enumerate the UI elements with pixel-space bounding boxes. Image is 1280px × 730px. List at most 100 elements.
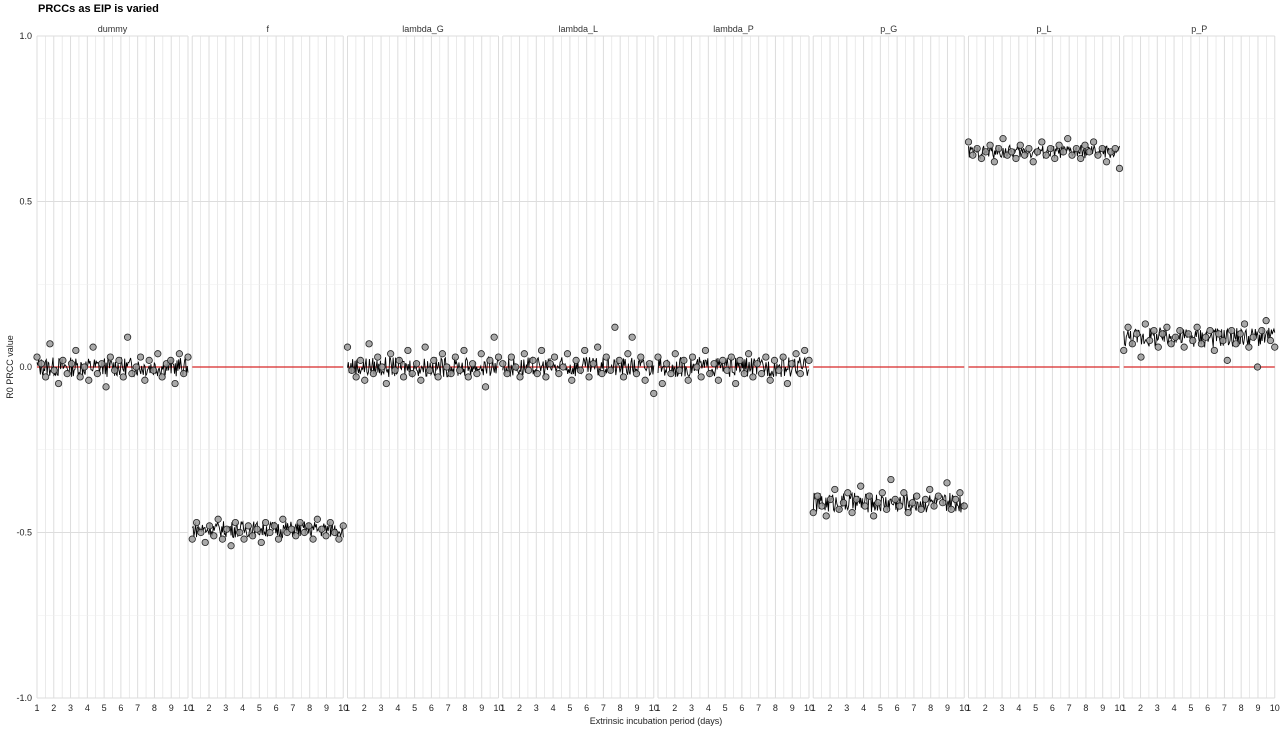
x-tick-label: 8 [928, 703, 933, 713]
data-point [249, 532, 257, 540]
data-point [680, 356, 688, 364]
data-point [1120, 346, 1128, 355]
x-tick-label: 2 [517, 703, 522, 713]
x-tick-label: 9 [169, 703, 174, 713]
data-point [887, 475, 895, 484]
data-point [960, 502, 968, 510]
data-point [67, 360, 76, 368]
data-point [796, 370, 804, 378]
data-point [1033, 148, 1042, 156]
data-point [210, 532, 218, 540]
x-tick-label: 9 [1100, 703, 1105, 713]
data-point [723, 366, 731, 374]
data-point [550, 353, 559, 361]
x-tick-label: 8 [773, 703, 778, 713]
x-tick-label: 8 [152, 703, 157, 713]
data-point [852, 495, 860, 503]
data-point [727, 353, 735, 361]
data-point [149, 366, 158, 374]
data-point [348, 366, 356, 374]
data-point [171, 379, 179, 388]
data-point [542, 373, 550, 381]
data-point [1085, 148, 1093, 156]
data-point [326, 518, 334, 527]
x-tick-label: 7 [1222, 703, 1227, 713]
data-point [1154, 343, 1162, 351]
data-point [503, 370, 511, 378]
x-tick-label: 3 [689, 703, 694, 713]
x-tick-label: 8 [307, 703, 312, 713]
x-tick-label: 5 [567, 703, 572, 713]
data-point [602, 353, 610, 361]
data-point [697, 373, 705, 381]
x-tick-label: 8 [1083, 703, 1088, 713]
data-point [719, 356, 727, 364]
data-point [335, 535, 343, 543]
x-tick-label: 1 [500, 703, 505, 713]
x-tick-label: 4 [861, 703, 866, 713]
data-point [1128, 340, 1136, 348]
data-point [37, 360, 45, 368]
x-tick-label: 10 [804, 703, 814, 713]
data-point [443, 363, 451, 371]
x-tick-label: 6 [429, 703, 434, 713]
data-point [684, 376, 692, 384]
data-point [1232, 340, 1240, 348]
data-point [973, 144, 981, 153]
data-point [417, 376, 425, 384]
data-point [654, 353, 662, 361]
data-point [977, 154, 986, 163]
data-point [89, 343, 97, 351]
data-point [1158, 330, 1167, 338]
data-point [559, 363, 567, 371]
data-point [900, 489, 908, 497]
chart-title: PRCCs as EIP is varied [38, 3, 159, 15]
data-point [356, 356, 365, 364]
data-point [801, 346, 809, 355]
x-tick-label: 6 [1205, 703, 1210, 713]
panel-title: dummy [98, 24, 128, 34]
data-point [624, 350, 632, 358]
data-point [1266, 336, 1275, 345]
data-point [322, 532, 330, 540]
x-tick-label: 4 [1172, 703, 1177, 713]
x-tick-label: 3 [844, 703, 849, 713]
data-point [1141, 320, 1149, 328]
data-point [693, 363, 701, 371]
data-point [1258, 326, 1266, 335]
data-point [106, 353, 114, 361]
data-point [197, 528, 205, 537]
x-tick-label: 3 [223, 703, 228, 713]
data-point [766, 376, 774, 384]
data-point [788, 360, 796, 368]
x-tick-label: 7 [446, 703, 451, 713]
data-point [287, 525, 296, 533]
data-point [512, 363, 520, 371]
data-point [982, 148, 990, 156]
data-point [102, 383, 110, 391]
x-tick-label: 2 [672, 703, 677, 713]
data-point [1215, 330, 1223, 338]
data-point [1253, 363, 1262, 371]
data-point [80, 363, 89, 371]
data-point [270, 522, 278, 530]
data-point [589, 360, 597, 368]
data-point [486, 356, 494, 364]
data-point [1133, 330, 1141, 338]
data-point [378, 363, 386, 371]
data-point [369, 370, 377, 378]
data-point [33, 353, 41, 361]
data-point [1115, 164, 1124, 172]
data-point [1206, 326, 1214, 335]
data-point [753, 360, 761, 368]
data-point [1055, 141, 1063, 149]
data-point [63, 370, 71, 378]
data-point [529, 356, 537, 364]
data-point [184, 353, 192, 361]
y-tick-label: -1.0 [16, 693, 32, 703]
data-point [46, 340, 54, 348]
data-point [619, 373, 628, 381]
panel-title: lambda_P [713, 24, 754, 34]
x-tick-label: 5 [412, 703, 417, 713]
data-point [1240, 320, 1249, 328]
